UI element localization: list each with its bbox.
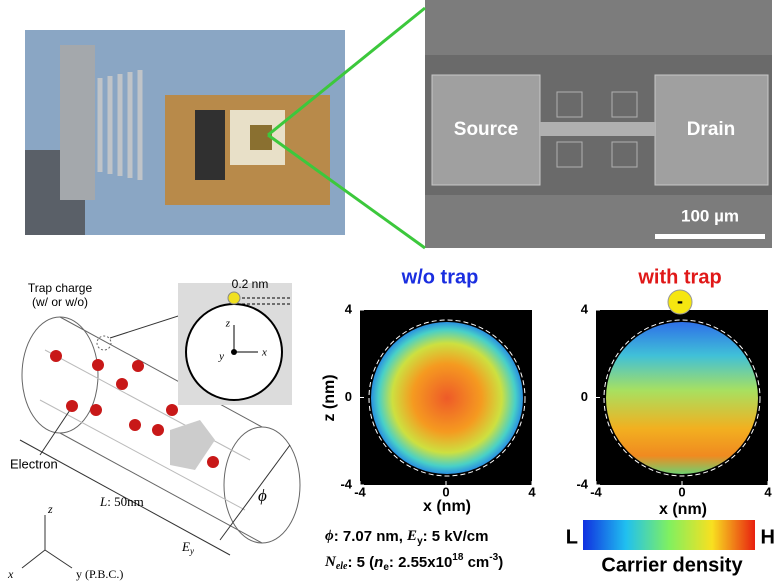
shape: [425, 0, 772, 55]
shape: [22, 550, 45, 568]
panel-title: w/o trap: [401, 266, 479, 288]
shape: [207, 456, 219, 468]
shape: [220, 445, 290, 540]
shape: [655, 234, 765, 239]
y-tick-label: 4: [345, 301, 353, 316]
shape: [195, 110, 225, 180]
shape: [166, 404, 178, 416]
caption-line: Nele: 5 (ne: 2.55x1018 cm-3): [324, 552, 503, 573]
shape: [60, 45, 95, 200]
drain-label: Drain: [687, 119, 736, 140]
shape: [129, 419, 141, 431]
y-tick-label: -4: [340, 476, 352, 491]
text-part: ): [498, 554, 503, 571]
field-label: Ey: [181, 539, 194, 556]
trap-label: Trap charge: [28, 281, 93, 295]
x-tick-label: -4: [354, 484, 366, 499]
text-part: : 5 kV/cm: [423, 528, 489, 545]
axis-z: z: [47, 502, 53, 516]
shape: [45, 550, 72, 568]
text-part: E: [406, 528, 417, 544]
axis-y: y (P.B.C.): [76, 567, 123, 581]
text-part: n: [374, 554, 383, 571]
text-part: ele: [336, 561, 348, 572]
shape: [540, 122, 655, 136]
shape: [606, 322, 758, 474]
text-part: 18: [452, 552, 464, 563]
text-part: : 50nm: [107, 494, 143, 509]
y-axis-label: z (nm): [321, 374, 338, 421]
colorbar-low: L: [566, 526, 578, 548]
text-part: cm: [463, 554, 489, 571]
electron-label: Electron: [10, 456, 58, 471]
text-part: : 7.07 nm,: [334, 528, 407, 545]
shape: [90, 404, 102, 416]
shape: [228, 292, 240, 304]
coordinate-axes: [22, 515, 72, 568]
gap-label: 0.2 nm: [232, 277, 269, 291]
charge-sign: -: [677, 291, 683, 311]
inset-z: z: [225, 318, 231, 330]
shape: [250, 125, 272, 150]
y-tick-label: 0: [581, 389, 588, 404]
colorbar-label: Carrier density: [601, 554, 743, 576]
x-tick-label: 0: [442, 484, 449, 499]
shape: [66, 400, 78, 412]
inset-y: y: [218, 351, 224, 363]
text-part: ϕ: [325, 528, 334, 544]
figure: Source Drain 100 µm Trap charge (w/ or w…: [0, 0, 776, 584]
x-tick-label: 4: [764, 484, 772, 499]
inset-x: x: [261, 347, 267, 359]
board-photo: [25, 30, 345, 235]
shape: [152, 424, 164, 436]
shape: [92, 359, 104, 371]
y-tick-label: 4: [581, 301, 589, 316]
x-tick-label: -4: [590, 484, 602, 499]
panel-title: with trap: [637, 266, 721, 288]
colorbar: [583, 520, 755, 550]
x-tick-label: 4: [528, 484, 536, 499]
shape: [132, 360, 144, 372]
shape: [22, 317, 98, 433]
axis-x: x: [7, 567, 14, 581]
text-part: E: [181, 539, 190, 554]
shape: [50, 350, 62, 362]
diameter-symbol: ϕ: [258, 486, 267, 505]
scale-bar-label: 100 µm: [681, 206, 739, 225]
shape: [371, 322, 523, 474]
x-axis-label: x (nm): [659, 501, 707, 518]
shape: [116, 378, 128, 390]
text-part: y: [189, 546, 194, 556]
length-label: L: 50nm: [99, 494, 144, 509]
text-part: : 5 (: [348, 554, 375, 571]
text-part: L: [99, 494, 107, 509]
trap-note: (w/ or w/o): [32, 295, 88, 309]
shape: [231, 349, 237, 355]
sem-image: Source Drain 100 µm: [425, 0, 772, 248]
text-part: : 2.55x10: [389, 554, 452, 571]
y-tick-label: 0: [345, 389, 352, 404]
source-label: Source: [454, 119, 518, 140]
colorbar-high: H: [761, 526, 775, 548]
x-tick-label: 0: [678, 484, 685, 499]
caption-line: ϕ: 7.07 nm, Ey: 5 kV/cm: [325, 528, 489, 547]
y-tick-label: -4: [576, 476, 588, 491]
x-axis-label: x (nm): [423, 498, 471, 515]
